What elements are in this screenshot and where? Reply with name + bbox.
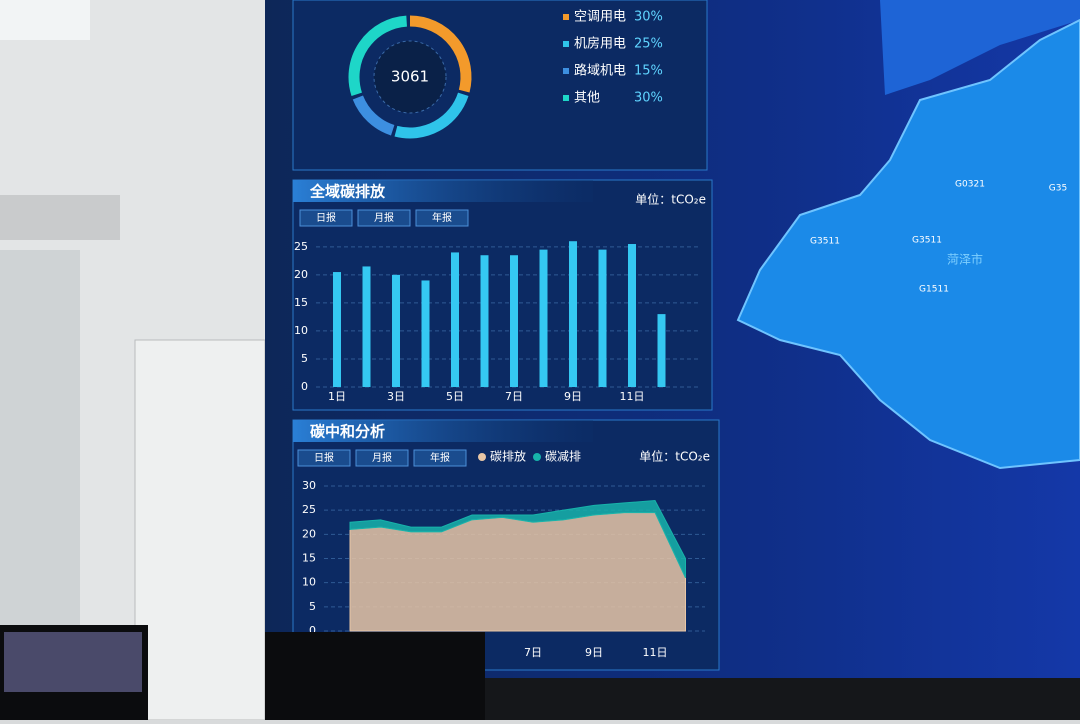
y-tick-label: 15 (302, 552, 316, 565)
x-tick-label: 7日 (505, 390, 523, 403)
donut-core (373, 40, 447, 114)
bar (598, 249, 607, 387)
y-tick-label: 25 (302, 503, 316, 516)
tab[interactable] (357, 209, 411, 227)
tab[interactable] (413, 449, 467, 467)
y-tick-label: 20 (302, 527, 316, 540)
y-tick-label: 10 (294, 324, 308, 337)
legend-swatch (563, 41, 569, 47)
air-vent (0, 195, 120, 240)
donut-segment (348, 15, 408, 96)
data-label: 15% (634, 64, 663, 79)
map-region (880, 0, 1080, 95)
y-tick-label: 25 (294, 240, 308, 253)
bar (539, 249, 548, 387)
data-label: 25% (634, 37, 663, 52)
x-tick-label: 9日 (585, 646, 603, 659)
y-tick-label: 0 (309, 624, 316, 637)
bar (569, 241, 577, 387)
road-label: G1511 (919, 285, 949, 295)
x-tick-label: 5日 (446, 390, 464, 403)
y-tick-label: 30 (302, 479, 316, 492)
road-label: G35 (1049, 184, 1067, 194)
x-tick-label: 3日 (387, 390, 405, 403)
road-label: G3511 (912, 236, 942, 246)
legend-label: 路域机电 (574, 63, 626, 79)
legend-label: 碳减排 (545, 450, 581, 464)
bar (421, 280, 430, 387)
panel-header (293, 180, 593, 202)
panel (292, 179, 713, 411)
tab-label: 日报 (316, 211, 336, 224)
x-tick-label: 1日 (328, 390, 346, 403)
monitor (265, 632, 485, 720)
area (349, 499, 686, 579)
panel-title: 碳中和分析 (310, 423, 385, 441)
tab[interactable] (355, 449, 409, 467)
tab-label: 年报 (432, 211, 452, 224)
legend-swatch (478, 453, 486, 461)
legend-label: 其他 (574, 91, 600, 106)
donut-segment (409, 15, 472, 93)
x-tick-label: 7日 (524, 646, 542, 659)
panel-header (293, 420, 593, 442)
legend-swatch (533, 453, 541, 461)
bar (510, 255, 518, 387)
city-label: 菏泽市 (947, 252, 983, 267)
bar (657, 314, 666, 387)
tab[interactable] (297, 449, 351, 467)
y-tick-label: 5 (309, 600, 316, 613)
y-tick-label: 10 (302, 576, 316, 589)
donut-total: 3061 (391, 68, 429, 86)
unit: 单位：tCO₂e (639, 449, 710, 464)
legend-swatch (563, 14, 569, 20)
tab-label: 月报 (374, 211, 394, 224)
legend-label: 碳排放 (490, 449, 526, 464)
x-tick-label: 9日 (564, 390, 582, 403)
donut-segment (394, 92, 469, 139)
tab-label: 月报 (372, 451, 392, 464)
legend-label: 空调用电 (574, 10, 626, 25)
legend-label: 机房用电 (574, 36, 626, 52)
y-tick-label: 20 (294, 268, 308, 281)
y-tick-label: 15 (294, 296, 308, 309)
bar (362, 266, 371, 387)
x-tick-label: 11日 (643, 646, 668, 659)
map-region (736, 18, 1080, 470)
panel-title: 全域碳排放 (309, 183, 386, 201)
tab-label: 日报 (314, 451, 334, 464)
y-tick-label: 0 (301, 380, 308, 393)
bar (333, 272, 341, 387)
window (0, 0, 90, 40)
road-label: G0321 (955, 180, 985, 190)
legend-swatch (563, 95, 569, 101)
bar (628, 244, 636, 387)
door (134, 339, 266, 721)
data-label: 30% (634, 91, 663, 106)
y-tick-label: 5 (301, 352, 308, 365)
x-tick-label: 11日 (620, 390, 645, 403)
window-frame (0, 250, 80, 630)
bar (451, 252, 459, 387)
bar (480, 255, 489, 387)
data-label: 30% (634, 10, 663, 25)
legend-swatch (563, 68, 569, 74)
unit: 单位：tCO₂e (635, 192, 706, 207)
panel (292, 0, 708, 171)
tab[interactable] (299, 209, 353, 227)
tab-label: 年报 (430, 451, 450, 464)
tab[interactable] (415, 209, 469, 227)
monitor-screen (4, 632, 142, 692)
road-label: G3511 (810, 237, 840, 247)
donut-segment (352, 95, 395, 136)
bar (392, 274, 400, 387)
